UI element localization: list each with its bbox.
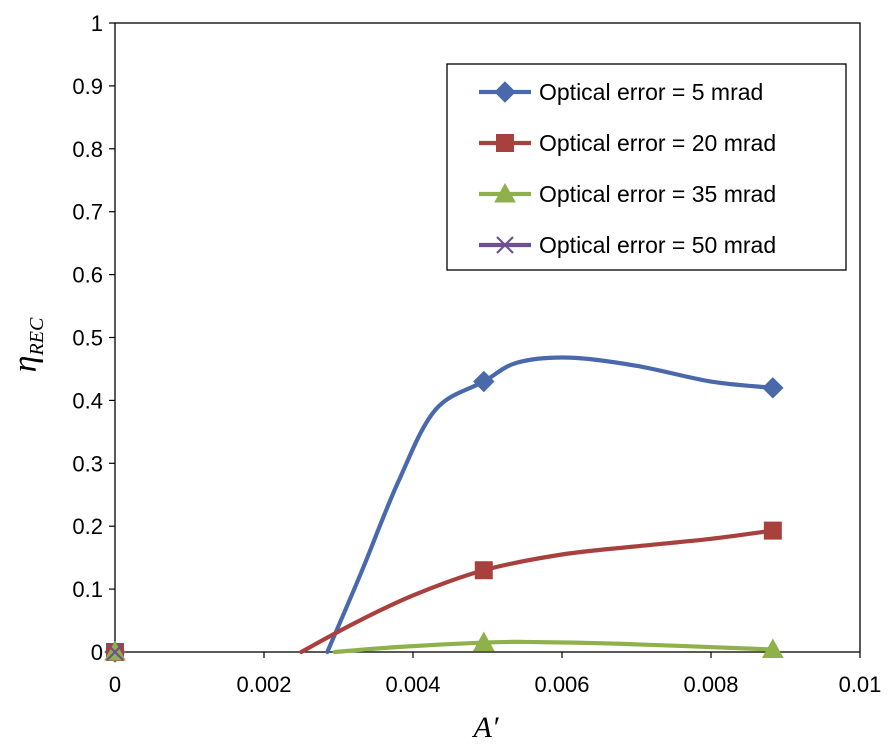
series-line <box>325 355 775 655</box>
y-tick-label: 0.2 <box>72 514 103 539</box>
y-tick-label: 0.3 <box>72 451 103 476</box>
series-line <box>299 528 775 655</box>
series-line <box>332 639 775 655</box>
series-group <box>104 355 784 663</box>
y-tick-label: 0.1 <box>72 577 103 602</box>
x-tick-label: 0.008 <box>683 672 738 697</box>
x-tick-label: 0.004 <box>385 672 440 697</box>
data-point-diamond <box>762 377 784 399</box>
y-tick-label: 0 <box>91 640 103 665</box>
y-axis-title: ηREC <box>7 317 48 372</box>
series-2 <box>106 521 782 661</box>
legend-label: Optical error = 20 mrad <box>539 130 776 156</box>
series-1 <box>104 355 784 663</box>
legend-box <box>446 63 847 271</box>
x-tick-label: 0 <box>109 672 121 697</box>
legend-marker-x <box>496 236 514 254</box>
series-3 <box>104 631 784 661</box>
legend: Optical error = 5 mrad Optical error = 20… <box>446 63 847 271</box>
y-tick-label: 0.4 <box>72 388 103 413</box>
x-axis-title: A′ <box>472 711 499 744</box>
legend-item: Optical error = 50 mrad <box>479 232 776 258</box>
x-tick-label: 0.002 <box>236 672 291 697</box>
y-tick-label: 1 <box>91 11 103 36</box>
legend-label: Optical error = 5 mrad <box>539 79 763 105</box>
x-tick-label: 0.006 <box>534 672 589 697</box>
legend-label: Optical error = 35 mrad <box>539 181 776 207</box>
legend-item: Optical error = 5 mrad <box>479 79 763 105</box>
legend-item: Optical error = 35 mrad <box>479 181 776 207</box>
legend-marker-triangle <box>494 182 516 203</box>
legend-marker-square <box>496 134 514 152</box>
data-point-x <box>106 643 124 661</box>
y-tick-label: 0.9 <box>72 74 103 99</box>
y-tick-label: 0.6 <box>72 263 103 288</box>
y-axis-title-sub: REC <box>26 317 48 356</box>
y-axis-title-main: η <box>7 355 44 372</box>
x-tick-label: 0.01 <box>839 672 882 697</box>
y-tick-label: 0.5 <box>72 326 103 351</box>
axes: 0 0.002 0.004 0.006 0.008 0.01 0 0.1 0.2 0.3 0.4 0.… <box>72 11 881 697</box>
series-4 <box>106 643 124 661</box>
data-point-square <box>763 521 782 540</box>
y-tick-label: 0.8 <box>72 137 103 162</box>
y-tick-label: 0.7 <box>72 200 103 225</box>
legend-marker-diamond <box>494 81 516 103</box>
data-point-triangle <box>761 638 784 658</box>
data-point-square <box>474 561 493 580</box>
legend-label: Optical error = 50 mrad <box>539 232 776 258</box>
legend-item: Optical error = 20 mrad <box>479 130 776 156</box>
data-point-triangle <box>472 631 495 652</box>
data-point-diamond <box>473 370 495 393</box>
